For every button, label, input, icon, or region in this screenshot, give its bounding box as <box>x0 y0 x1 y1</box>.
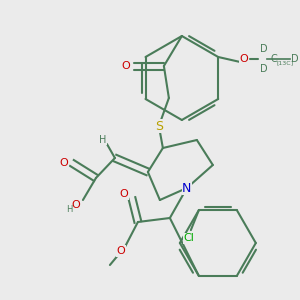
Text: Cl: Cl <box>183 233 194 243</box>
Text: S: S <box>155 119 163 133</box>
Text: O: O <box>240 54 249 64</box>
Text: [13C]: [13C] <box>276 61 293 65</box>
Text: C: C <box>271 54 278 64</box>
Text: O: O <box>122 61 130 71</box>
Text: H: H <box>66 206 72 214</box>
Text: D: D <box>291 54 299 64</box>
Text: H: H <box>99 135 106 145</box>
Text: N: N <box>182 182 191 194</box>
Text: O: O <box>119 189 128 199</box>
Text: D: D <box>260 44 268 54</box>
Text: O: O <box>60 158 68 168</box>
Text: O: O <box>116 246 125 256</box>
Text: D: D <box>260 64 268 74</box>
Text: O: O <box>72 200 80 210</box>
